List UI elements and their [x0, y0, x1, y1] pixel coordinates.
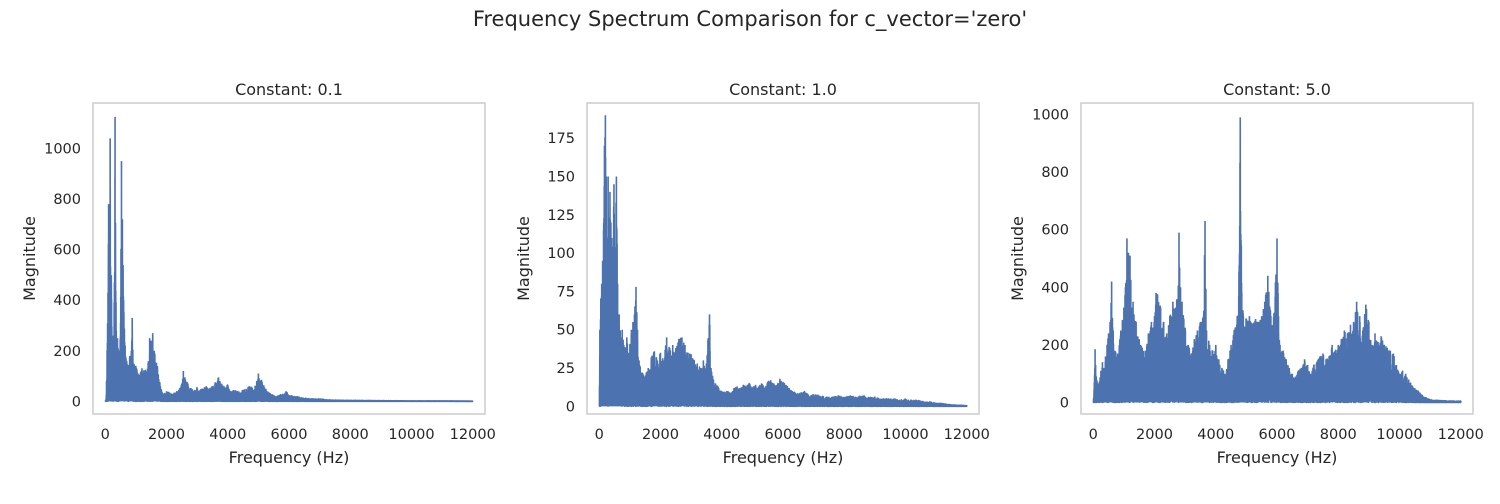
x-tick-label: 10000 — [388, 427, 434, 443]
y-axis-label: Magnitude — [1008, 216, 1027, 301]
x-tick-label: 12000 — [944, 427, 990, 443]
panel-title: Constant: 1.0 — [729, 80, 837, 99]
panel-title: Constant: 0.1 — [235, 80, 343, 99]
y-tick-label: 600 — [1041, 223, 1069, 239]
x-tick-label: 8000 — [826, 427, 863, 443]
y-tick-label: 175 — [547, 131, 575, 147]
y-tick-label: 0 — [566, 399, 575, 415]
y-tick-label: 800 — [53, 192, 81, 208]
x-tick-label: 6000 — [765, 427, 802, 443]
x-axis-label: Frequency (Hz) — [723, 448, 844, 467]
y-tick-label: 150 — [547, 170, 575, 186]
x-axis-label: Frequency (Hz) — [229, 448, 350, 467]
chart-panel-1: Constant: 0.10 2000 4000 6000 8000 10000 12000… — [20, 80, 496, 467]
x-tick-label: 10000 — [1376, 427, 1422, 443]
y-tick-label: 100 — [547, 246, 575, 262]
x-tick-label: 8000 — [332, 427, 369, 443]
chart-panel-3: Constant: 5.00 2000 4000 6000 8000 10000 12000… — [1008, 80, 1484, 467]
y-tick-label: 0 — [1060, 395, 1069, 411]
y-tick-label: 400 — [1041, 280, 1069, 296]
x-tick-label: 10000 — [882, 427, 928, 443]
x-tick-label: 8000 — [1320, 427, 1357, 443]
y-tick-label: 25 — [557, 361, 575, 377]
y-tick-label: 125 — [547, 208, 575, 224]
y-tick-label: 200 — [53, 344, 81, 360]
figure-suptitle: Frequency Spectrum Comparison for c_vect… — [473, 7, 1027, 32]
chart-panel-2: Constant: 1.0 0 2000 4000 6000 8000 10000 12000… — [514, 80, 990, 467]
x-tick-label: 4000 — [209, 427, 246, 443]
x-tick-label: 0 — [1089, 427, 1098, 443]
y-tick-label: 75 — [557, 284, 575, 300]
y-axis-label: Magnitude — [514, 216, 533, 301]
plot-frame — [586, 102, 980, 415]
y-tick-label: 1000 — [1032, 108, 1069, 124]
y-tick-label: 800 — [1041, 165, 1069, 181]
plot-frame — [92, 102, 486, 415]
series-line — [104, 116, 474, 403]
y-tick-label: 1000 — [44, 142, 81, 158]
series-line — [1092, 117, 1462, 404]
x-tick-label: 2000 — [1136, 427, 1173, 443]
x-tick-label: 0 — [101, 427, 110, 443]
x-tick-label: 2000 — [642, 427, 679, 443]
y-tick-label: 200 — [1041, 338, 1069, 354]
plot-frame — [1080, 102, 1474, 415]
y-axis-label: Magnitude — [20, 216, 39, 301]
panel-title: Constant: 5.0 — [1223, 80, 1331, 99]
x-tick-label: 6000 — [271, 427, 308, 443]
x-tick-label: 12000 — [1438, 427, 1484, 443]
x-axis-label: Frequency (Hz) — [1217, 448, 1338, 467]
y-tick-label: 400 — [53, 293, 81, 309]
x-tick-label: 12000 — [450, 427, 496, 443]
y-tick-label: 50 — [557, 323, 575, 339]
x-tick-label: 4000 — [703, 427, 740, 443]
x-tick-label: 0 — [595, 427, 604, 443]
y-tick-label: 600 — [53, 243, 81, 259]
y-tick-label: 0 — [72, 394, 81, 410]
x-tick-label: 4000 — [1197, 427, 1234, 443]
series-line — [598, 115, 968, 408]
x-tick-label: 6000 — [1259, 427, 1296, 443]
x-tick-label: 2000 — [148, 427, 185, 443]
